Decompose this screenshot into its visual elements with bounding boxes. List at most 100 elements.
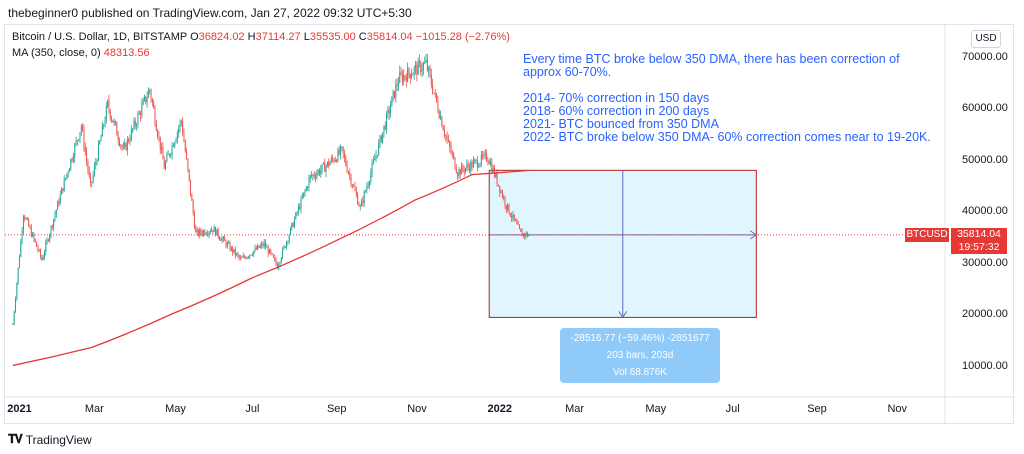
candle-body — [67, 172, 69, 174]
candle-body — [63, 179, 65, 191]
candle-body — [221, 238, 223, 241]
candle-body — [70, 159, 72, 169]
candle-body — [428, 67, 430, 71]
currency-button[interactable]: USD — [971, 30, 1001, 48]
candle-body — [334, 160, 336, 162]
ma-legend: MA (350, close, 0) 48313.56 — [12, 47, 150, 59]
ma-350-line — [12, 169, 529, 367]
candle-body — [353, 186, 355, 188]
candle-body — [368, 181, 370, 186]
candle-body — [267, 247, 269, 254]
x-tick-label: Mar — [565, 403, 585, 415]
candle-body — [337, 149, 339, 162]
candle-body — [33, 233, 35, 240]
candle-body — [525, 232, 527, 237]
candle-body — [274, 257, 276, 260]
candle-body — [240, 257, 242, 259]
candle-body — [400, 72, 402, 75]
candle-body — [345, 157, 347, 166]
candle-body — [286, 241, 288, 248]
candle-body — [121, 145, 123, 148]
candle-body — [382, 132, 384, 143]
candle-body — [303, 192, 305, 197]
candle-body — [305, 187, 307, 191]
candle-body — [288, 235, 290, 242]
candle-body — [341, 146, 343, 148]
candle-body — [503, 197, 505, 199]
candle-body — [125, 143, 127, 150]
candle-body — [37, 246, 39, 251]
y-tick-label: 70000.00 — [962, 50, 1008, 63]
candle-body — [272, 254, 274, 258]
candle-body — [13, 311, 15, 325]
candle-body — [283, 246, 285, 249]
candle-body — [49, 234, 51, 241]
candle-body — [450, 147, 452, 154]
candle-body — [424, 62, 426, 64]
footer-logo[interactable]: 𝐓𝐕 TradingView — [8, 432, 92, 447]
note-line-5: 2021- BTC bounced from 350 DMA — [523, 117, 719, 131]
candle-body — [142, 100, 144, 105]
candle-body — [229, 243, 231, 251]
candle-body — [155, 123, 157, 131]
candle-body — [120, 145, 122, 147]
candle-body — [491, 162, 493, 173]
candle-body — [87, 161, 89, 171]
candle-body — [304, 190, 306, 193]
candle-body — [170, 154, 172, 156]
candle-body — [299, 206, 301, 210]
candle-body — [145, 96, 147, 103]
candle-body — [482, 154, 484, 157]
candle-body — [472, 160, 474, 168]
symbol-price-tag: BTCUSD — [905, 228, 949, 242]
candle-body — [513, 214, 515, 220]
candle-body — [107, 100, 109, 107]
candle-body — [500, 191, 502, 193]
candle-body — [21, 230, 23, 241]
candle-body — [79, 132, 81, 140]
candle-body — [113, 121, 115, 123]
candle-body — [132, 128, 134, 130]
price-chart[interactable] — [5, 25, 1015, 425]
candle-body — [479, 163, 481, 167]
candle-body — [12, 324, 14, 325]
candle-body — [251, 254, 253, 256]
candle-body — [453, 154, 455, 158]
candle-body — [488, 160, 490, 165]
candle-body — [296, 212, 298, 214]
candle-body — [505, 205, 507, 210]
candle-body — [332, 158, 334, 160]
candle-body — [287, 241, 289, 243]
candle-body — [463, 169, 465, 172]
candle-body — [153, 102, 155, 109]
candle-body — [295, 212, 297, 220]
candle-body — [174, 142, 176, 147]
candle-body — [292, 223, 294, 227]
candle-body — [90, 175, 92, 183]
candle-body — [46, 239, 48, 243]
x-tick-label: Sep — [807, 403, 827, 415]
candle-body — [316, 173, 318, 178]
candle-body — [134, 120, 136, 126]
candle-body — [432, 84, 434, 93]
candle-body — [501, 191, 503, 198]
candle-body — [253, 251, 255, 255]
candle-body — [404, 75, 406, 78]
candle-body — [226, 243, 228, 247]
candle-body — [16, 283, 18, 299]
candle-body — [261, 243, 263, 246]
candle-body — [71, 159, 73, 161]
candle-body — [138, 112, 140, 115]
open-label: O — [190, 31, 199, 43]
candle-body — [183, 133, 185, 142]
candle-body — [328, 161, 330, 166]
candle-body — [268, 249, 270, 254]
candle-body — [418, 61, 420, 63]
candle-body — [524, 233, 526, 237]
candle-body — [321, 164, 323, 170]
x-tick-label: Jul — [245, 403, 260, 415]
candle-body — [518, 224, 520, 229]
candle-body — [351, 184, 353, 187]
candle-body — [386, 113, 388, 130]
candle-body — [492, 167, 494, 173]
